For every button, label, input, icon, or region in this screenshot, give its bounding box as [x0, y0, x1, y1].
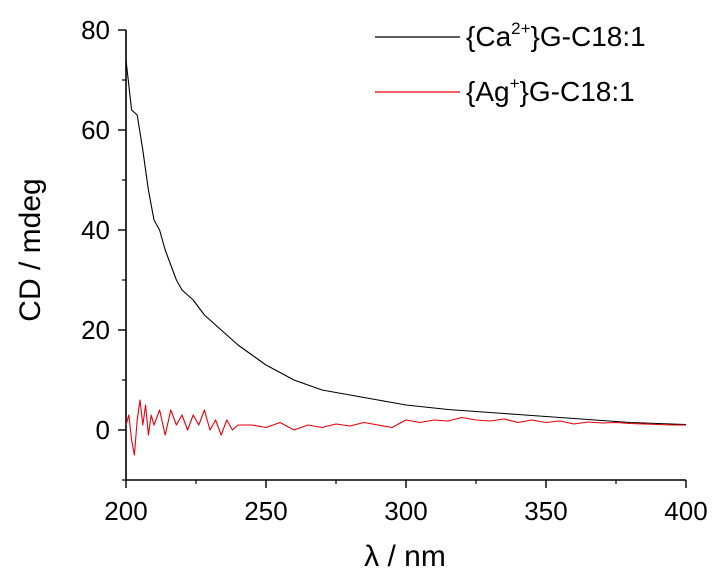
legend-label-ca-sup: 2+ — [511, 19, 530, 38]
legend-label-ag-post: }G-C18:1 — [520, 76, 635, 107]
y-tick-label: 40 — [81, 215, 110, 245]
y-axis-ticks: 0 20 40 60 80 — [81, 15, 126, 481]
y-tick-label: 20 — [81, 315, 110, 345]
x-tick-label: 400 — [664, 496, 707, 526]
x-tick-label: 300 — [384, 496, 427, 526]
legend-label-ag-pre: {Ag — [466, 76, 510, 107]
legend-label-ca-post: }G-C18:1 — [531, 21, 646, 52]
legend-label-ca: {Ca2+}G-C18:1 — [466, 19, 646, 52]
x-axis-ticks: 200 250 300 350 400 — [104, 480, 708, 526]
series-layer — [125, 59, 687, 456]
legend-label-ca-pre: {Ca — [466, 21, 512, 52]
y-axis-title: CD / mdeg — [14, 178, 47, 321]
legend: {Ca2+}G-C18:1 {Ag+}G-C18:1 — [375, 19, 646, 107]
x-axis-title: λ / nm — [364, 540, 446, 572]
x-tick-label: 250 — [244, 496, 287, 526]
legend-label-ag-sup: + — [510, 74, 520, 93]
series-line-ca — [125, 59, 687, 426]
series-line-ag — [125, 399, 686, 456]
y-tick-label: 60 — [81, 115, 110, 145]
legend-label-ag: {Ag+}G-C18:1 — [466, 74, 635, 107]
x-tick-label: 200 — [104, 496, 147, 526]
x-tick-label: 350 — [524, 496, 567, 526]
y-tick-label: 0 — [96, 415, 110, 445]
y-tick-label: 80 — [81, 15, 110, 45]
